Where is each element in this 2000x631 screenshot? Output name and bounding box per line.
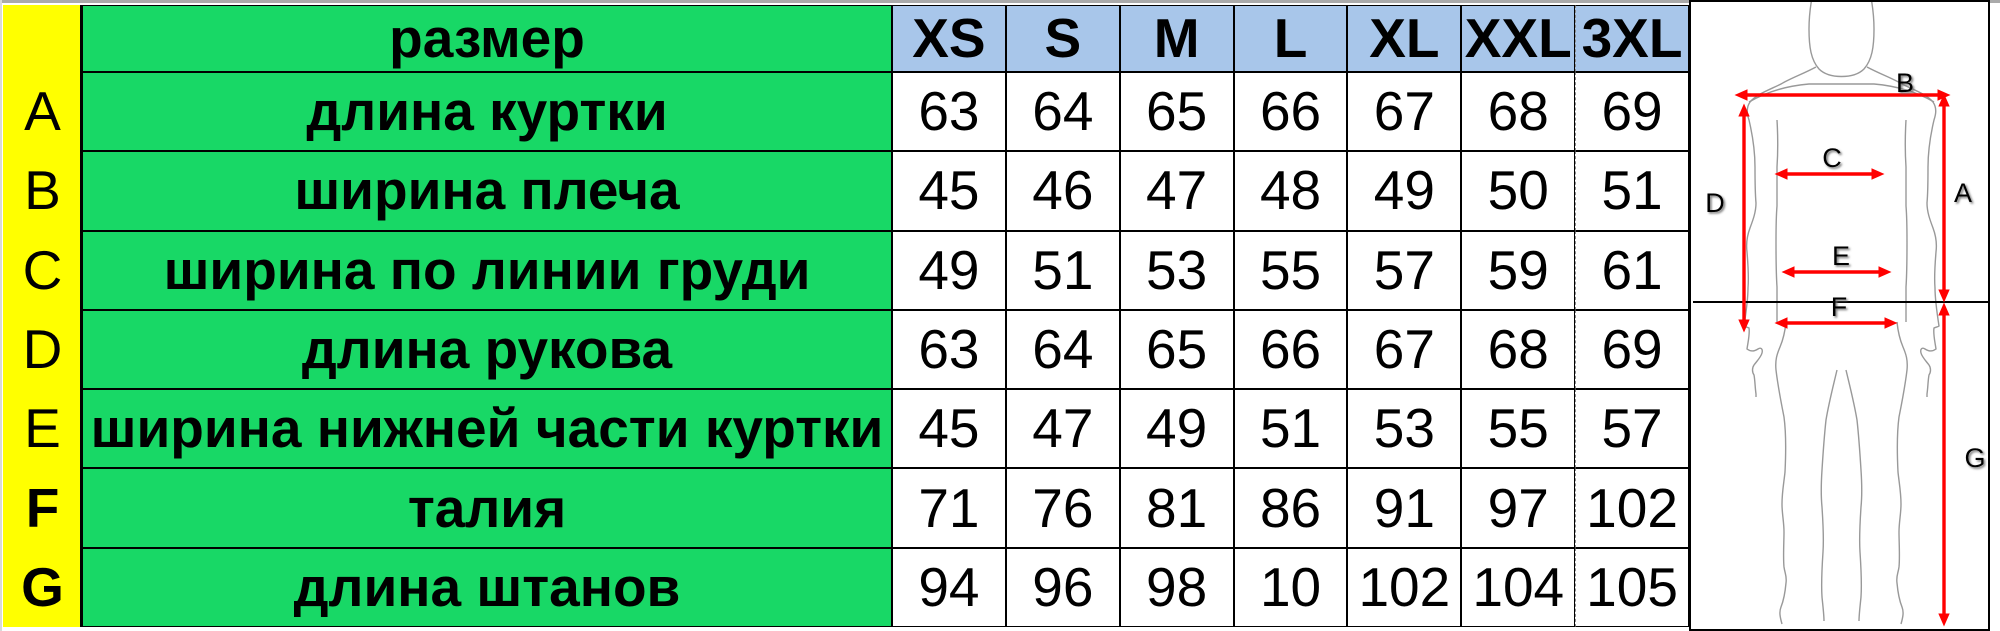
svg-text:E: E xyxy=(1832,241,1850,271)
svg-text:B: B xyxy=(1896,68,1914,98)
svg-text:D: D xyxy=(1705,188,1725,218)
svg-text:A: A xyxy=(1954,178,1972,208)
svg-text:G: G xyxy=(1964,443,1985,473)
svg-text:F: F xyxy=(1831,292,1848,322)
svg-text:C: C xyxy=(1822,143,1842,173)
